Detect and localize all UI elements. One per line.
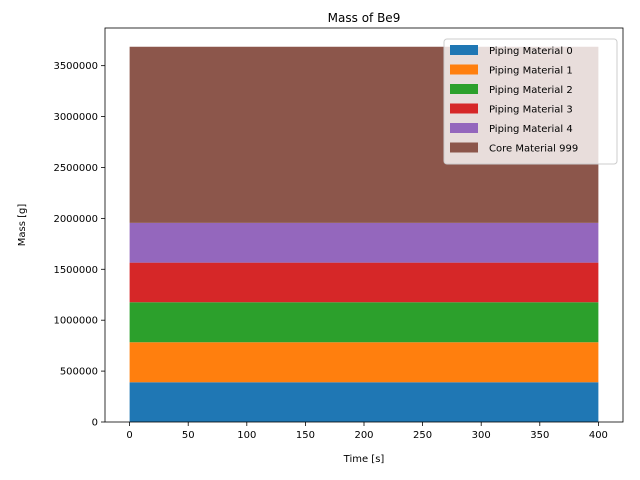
x-tick-label: 0 (126, 430, 132, 441)
legend-box (443, 38, 618, 165)
legend-label: Piping Material 0 (489, 46, 573, 57)
legend: Piping Material 0 Piping Material 1 Piping… (443, 38, 618, 165)
x-axis-label: Time [s] (343, 454, 385, 465)
legend-swatch (450, 103, 478, 114)
y-tick-label: 2500000 (53, 163, 98, 174)
legend-label: Piping Material 2 (489, 85, 573, 96)
y-tick-label: 3000000 (53, 112, 98, 123)
area-series-1 (129, 342, 599, 383)
legend-swatch (450, 45, 478, 55)
x-tick-label: 100 (237, 430, 256, 441)
x-tick-label: 350 (530, 430, 549, 441)
y-tick-label: 500000 (60, 367, 98, 378)
x-tick-label: 300 (472, 430, 491, 441)
x-tick-label: 200 (354, 430, 373, 441)
y-axis-label: Mass [g] (17, 204, 28, 247)
x-tick-label: 400 (589, 430, 608, 441)
chart-title: Mass of Be9 (328, 11, 401, 25)
legend-swatch (450, 84, 478, 94)
area-series-0 (129, 382, 599, 422)
legend-label: Piping Material 1 (489, 66, 573, 77)
area-series-2 (129, 302, 599, 343)
x-tick-label: 50 (182, 430, 195, 441)
y-tick-label: 1500000 (53, 265, 98, 276)
legend-swatch (450, 142, 478, 153)
y-tick-label: 2000000 (53, 214, 98, 225)
x-tick-label: 150 (296, 430, 315, 441)
y-tick-label: 3500000 (53, 61, 98, 72)
area-series-3 (129, 262, 599, 303)
area-series-4 (129, 222, 599, 263)
legend-swatch (450, 64, 478, 75)
y-tick-label: 1000000 (53, 316, 98, 327)
y-tick-label: 0 (92, 418, 98, 429)
x-tick-label: 250 (413, 430, 432, 441)
legend-swatch (450, 123, 478, 133)
legend-label: Piping Material 3 (489, 105, 573, 116)
legend-label: Piping Material 4 (489, 124, 573, 135)
legend-label: Core Material 999 (489, 144, 578, 155)
